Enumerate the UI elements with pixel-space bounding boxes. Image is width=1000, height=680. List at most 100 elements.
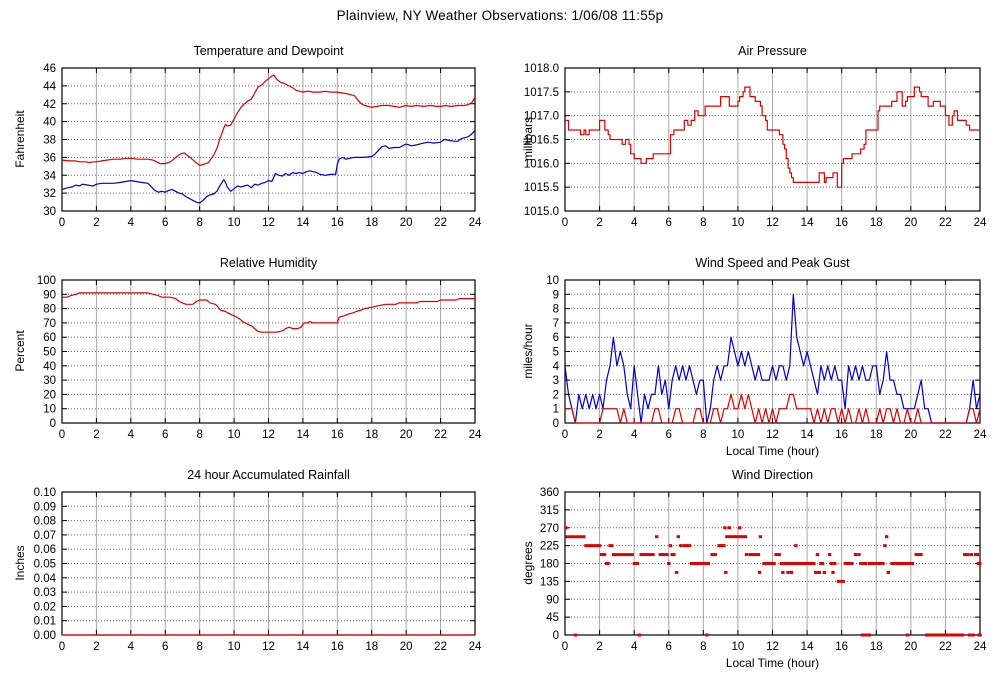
y-tick-label: 50 bbox=[43, 347, 56, 359]
y-tick-label: 180 bbox=[540, 559, 559, 571]
x-tick-label: 24 bbox=[974, 641, 987, 653]
x-tick-label: 18 bbox=[365, 429, 378, 441]
page-title: Plainview, NY Weather Observations: 1/06… bbox=[336, 8, 664, 23]
series-wind-direction-point bbox=[744, 553, 749, 557]
series-wind-direction-point bbox=[724, 570, 728, 574]
series-temperature-line bbox=[61, 74, 476, 166]
y-tick-label: 0.04 bbox=[34, 573, 57, 585]
x-tick-label: 6 bbox=[666, 641, 672, 653]
y-tick-label: 46 bbox=[43, 63, 56, 75]
series-wind-direction-point bbox=[905, 633, 910, 637]
x-tick-label: 16 bbox=[835, 429, 848, 441]
y-tick-label: 42 bbox=[43, 99, 56, 111]
x-tick-label: 0 bbox=[59, 641, 65, 653]
y-tick-label: 1015.5 bbox=[524, 182, 559, 194]
x-tick-label: 16 bbox=[331, 641, 344, 653]
chart-wind-direction: Wind Direction degrees Local Time (hour)… bbox=[500, 462, 1000, 677]
plot-frame bbox=[564, 279, 981, 424]
x-tick-label: 0 bbox=[562, 641, 568, 653]
series-wind-direction-point bbox=[781, 570, 785, 574]
chart-air-pressure: Air Pressure millibars 0 2 4 6 8 10 12 14 16 18 20… bbox=[500, 38, 1000, 253]
x-tick-label: 2 bbox=[93, 641, 99, 653]
series-wind-speed-line bbox=[565, 393, 981, 424]
y-tick-label: 0.03 bbox=[34, 587, 56, 599]
y-tick-label: 0.07 bbox=[34, 530, 56, 542]
y-tick-label: 1016.0 bbox=[524, 158, 559, 170]
x-tick-label: 0 bbox=[59, 217, 65, 229]
y-tick-label: 5 bbox=[553, 347, 559, 359]
series-wind-direction-point bbox=[853, 553, 858, 557]
x-tick-label: 22 bbox=[939, 641, 952, 653]
x-tick-label: 16 bbox=[331, 429, 344, 441]
y-tick-label: 1017.0 bbox=[524, 111, 559, 123]
y-tick-label: 0.05 bbox=[34, 559, 56, 571]
series-wind-direction-point bbox=[654, 535, 659, 539]
x-tick-label: 12 bbox=[262, 429, 275, 441]
series-pressure-line bbox=[565, 86, 980, 188]
x-tick-label: 10 bbox=[732, 217, 745, 229]
y-tick-label: 0 bbox=[553, 418, 559, 430]
x-tick-label: 6 bbox=[666, 429, 672, 441]
y-tick-label: 36 bbox=[43, 152, 56, 164]
y-tick-label: 4 bbox=[553, 361, 560, 373]
x-tick-label: 12 bbox=[766, 641, 779, 653]
series-peak-gust-line bbox=[564, 293, 981, 424]
chart-title: Air Pressure bbox=[738, 44, 807, 58]
plot-frame bbox=[564, 67, 981, 212]
x-tick-label: 2 bbox=[596, 641, 602, 653]
series-wind-direction-point bbox=[833, 562, 837, 565]
y-tick-label: 2 bbox=[553, 389, 559, 401]
series-wind-direction-point bbox=[758, 535, 763, 539]
x-tick-label: 10 bbox=[228, 217, 241, 229]
x-tick-label: 20 bbox=[400, 641, 413, 653]
x-tick-label: 22 bbox=[939, 217, 952, 229]
series-wind-direction-point bbox=[822, 570, 827, 574]
y-tick-label: 270 bbox=[540, 523, 559, 535]
y-tick-label: 90 bbox=[546, 594, 559, 606]
series-humidity-line bbox=[62, 292, 475, 333]
series-wind-direction-point bbox=[676, 535, 680, 539]
wind-direction-plot-svg: 0 2 4 6 8 10 12 14 16 18 20 22 240459013518022527031… bbox=[540, 487, 987, 653]
chart-title: Wind Direction bbox=[731, 468, 814, 482]
x-tick-label: 24 bbox=[469, 217, 482, 229]
x-tick-label: 20 bbox=[904, 217, 917, 229]
x-tick-label: 18 bbox=[365, 217, 378, 229]
x-tick-label: 16 bbox=[835, 217, 848, 229]
x-tick-label: 10 bbox=[228, 641, 241, 653]
x-tick-label: 24 bbox=[469, 641, 482, 653]
x-tick-label: 10 bbox=[732, 429, 745, 441]
x-tick-label: 12 bbox=[766, 429, 779, 441]
x-tick-label: 14 bbox=[801, 641, 814, 653]
series-wind-direction-point bbox=[831, 570, 835, 574]
series-wind-direction-point bbox=[860, 633, 865, 637]
chart-wind-speed: Wind Speed and Peak Gust miles/hour Loca… bbox=[500, 250, 1000, 465]
x-tick-label: 12 bbox=[766, 217, 779, 229]
series-wind-direction-point bbox=[829, 562, 833, 565]
series-wind-direction-point bbox=[884, 535, 889, 539]
x-tick-label: 0 bbox=[562, 429, 568, 441]
y-tick-label: 9 bbox=[553, 289, 559, 301]
y-tick-label: 80 bbox=[43, 304, 56, 316]
x-tick-label: 4 bbox=[631, 429, 638, 441]
y-tick-label: 0.08 bbox=[34, 516, 56, 528]
x-axis-label: Local Time (hour) bbox=[725, 444, 820, 458]
y-tick-label: 3 bbox=[553, 375, 559, 387]
y-tick-label: 100 bbox=[37, 275, 56, 287]
x-tick-label: 12 bbox=[262, 217, 275, 229]
x-tick-label: 14 bbox=[297, 429, 310, 441]
y-tick-label: 32 bbox=[43, 188, 56, 200]
chart-title: Relative Humidity bbox=[219, 256, 318, 270]
y-tick-label: 40 bbox=[43, 117, 56, 129]
x-tick-label: 2 bbox=[93, 217, 99, 229]
x-tick-label: 18 bbox=[870, 641, 883, 653]
series-wind-direction-point bbox=[794, 544, 798, 548]
series-wind-direction-point bbox=[573, 633, 578, 637]
x-tick-label: 22 bbox=[434, 429, 447, 441]
y-tick-label: 6 bbox=[553, 332, 559, 344]
series-wind-direction-point bbox=[723, 526, 727, 530]
series-wind-direction-point bbox=[674, 570, 679, 574]
